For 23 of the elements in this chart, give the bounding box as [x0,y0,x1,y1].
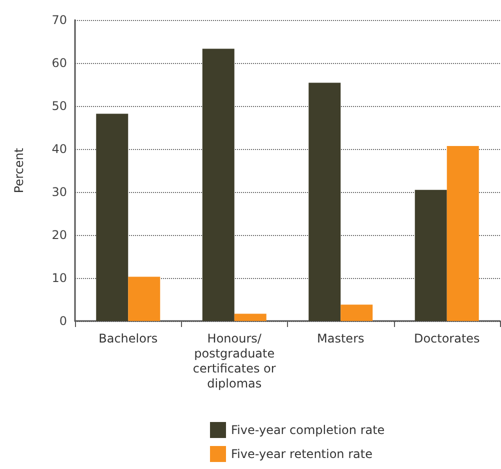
y-tick-label: 10 [52,271,67,285]
y-tick-label: 60 [52,56,67,70]
y-tick-label: 40 [52,142,67,156]
y-tick-label: 30 [52,185,67,199]
y-tick-label: 20 [52,228,67,242]
bar [202,48,234,321]
bar [308,82,341,321]
x-tick-label: Honours/ postgraduate certificates or diplomas [192,332,276,390]
x-tick-label: Masters [317,332,364,346]
bar [96,114,128,321]
bar [128,276,160,321]
y-tick-label: 70 [52,13,67,27]
legend-label: Five-year completion rate [231,423,385,437]
y-tick-label: 0 [59,314,67,328]
y-axis-title: Percent [12,148,26,194]
legend-label: Five-year retention rate [231,447,372,461]
bar [340,304,373,321]
bar [414,190,447,321]
bar [446,146,479,321]
x-tick-label: Bachelors [98,332,158,346]
bar [234,314,266,321]
x-tick-label: Doctorates [414,332,480,346]
y-tick-label: 50 [52,99,67,113]
